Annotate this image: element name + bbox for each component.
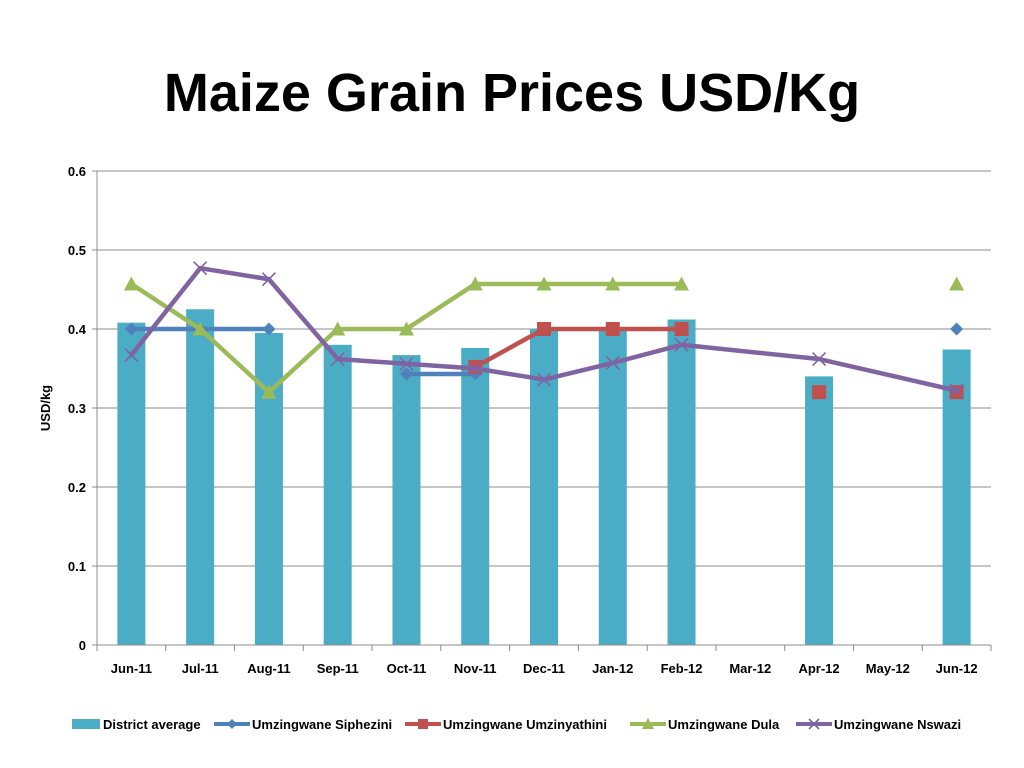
x-tick-label: Oct-11 [387,661,427,676]
legend-marker [642,718,654,729]
data-point [950,322,964,336]
bar [805,376,834,645]
legend-label: Umzingwane Nswazi [834,717,961,732]
data-point [674,337,689,352]
legend-label: Umzingwane Dula [668,717,780,732]
data-point [399,356,414,371]
data-point [812,351,827,367]
data-point [536,372,552,387]
x-tick-label: Jun-11 [111,661,152,676]
data-point [537,322,551,336]
data-point [123,276,139,291]
data-point [468,361,483,376]
lines [123,261,965,400]
data-point [262,322,276,336]
data-point [949,276,965,291]
bar [254,332,283,645]
legend-swatch [72,719,100,729]
legend-item: District average [72,717,201,732]
data-point [261,384,277,399]
legend-item: Umzingwane Dula [630,717,780,732]
series-line-segment [404,361,478,371]
series-line-segment [679,342,822,362]
series-line-segment [541,360,616,382]
x-tick-label: Apr-12 [798,661,839,676]
legend: District average Umzingwane Siphezini Umzi… [72,717,961,732]
series-line-segment [610,342,684,366]
bar [598,329,627,645]
series-line-segment [197,265,272,282]
data-point [605,355,620,371]
legend-label: Umzingwane Umzinyathini [443,717,607,732]
legend-label: District average [103,717,201,732]
x-tick-label: Dec-11 [523,661,565,676]
x-tick-label: Jan-12 [592,661,633,676]
y-tick-label: 0.5 [68,243,86,258]
data-point [674,276,690,291]
bars [117,309,971,645]
bar [392,355,421,645]
legend-item: Umzingwane Siphezini [214,717,392,732]
x-tick-label: Feb-12 [661,661,703,676]
x-tick-label: Jun-12 [936,661,978,676]
legend-marker [808,718,820,730]
x-tick-label: May-12 [866,661,910,676]
data-point [605,322,620,336]
y-axis-title: USD/kg [38,385,53,431]
x-tick-label: Jul-11 [182,661,219,676]
y-tick-label: 0.4 [68,322,87,337]
data-point [124,322,138,336]
data-point [330,351,345,367]
x-tick-label: Mar-12 [729,661,771,676]
legend-marker [418,719,428,729]
bar [667,319,696,645]
bar [117,322,146,645]
data-point [536,276,552,291]
x-tick-label: Nov-11 [454,661,497,676]
series-line-segment [335,356,409,367]
data-point [192,321,208,336]
x-tick-label: Aug-11 [247,661,290,676]
legend-item: Umzingwane Umzinyathini [405,717,607,732]
y-tick-label: 0.1 [68,559,86,574]
axes [92,170,992,651]
y-tick-label: 0 [79,638,86,653]
data-point [398,321,414,336]
legend-label: Umzingwane Siphezini [252,717,392,732]
data-point [330,321,346,336]
data-point [261,272,276,287]
bar [461,347,490,645]
y-tick-label: 0.6 [68,164,86,179]
legend-marker [227,719,237,729]
data-point [467,276,483,291]
y-tick-label: 0.3 [68,401,86,416]
data-point [193,261,208,276]
tick-labels: 0 0.1 0.2 0.3 0.4 0.5 0.6 Jun-11 Jul-11 Aug-11 Sep… [68,164,978,676]
data-point [674,322,689,336]
x-tick-label: Sep-11 [317,661,359,676]
legend-item: Umzingwane Nswazi [796,717,961,732]
series-line-segment [472,326,547,370]
data-point [605,276,621,291]
chart-title: Maize Grain Prices USD/Kg [163,63,861,123]
y-tick-label: 0.2 [68,480,86,495]
data-point [949,383,964,398]
series-line-segment [266,326,340,395]
series-line-segment [816,356,959,393]
data-point [812,385,827,400]
series-line-segment [129,281,203,332]
series-line-segment [472,366,547,382]
series-line-segment [266,276,340,362]
bar [323,344,352,645]
series-line-segment [129,265,203,358]
data-point [399,367,413,381]
series-line-segment [404,281,478,332]
data-point [124,348,139,363]
bar [186,309,215,645]
series-line-segment [197,326,272,395]
